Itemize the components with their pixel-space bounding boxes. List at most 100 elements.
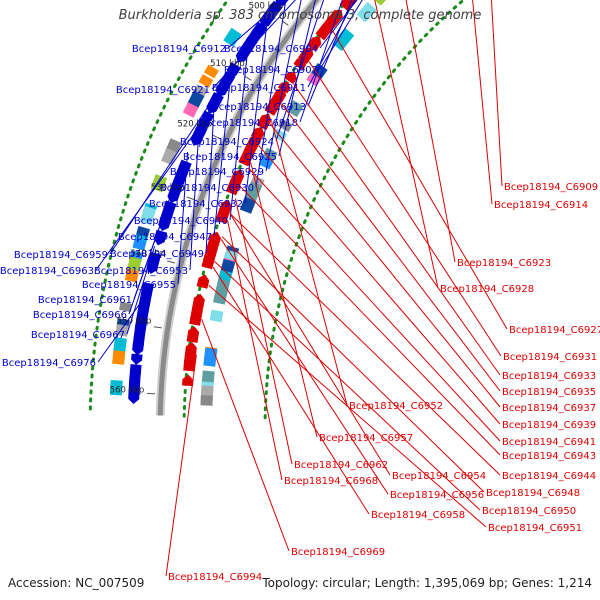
ruler-tick <box>281 20 289 26</box>
gene-label: Bcep18194_C6954 <box>392 471 486 482</box>
gene-callout: Bcep18194_C6949 <box>110 96 216 260</box>
gene-label: Bcep18194_C6921 <box>116 85 210 96</box>
gene-callout: Bcep18194_C6958 <box>212 266 465 521</box>
gene-label: Bcep18194_C6925 <box>183 152 277 163</box>
gene-label: Bcep18194_C6932 <box>149 199 243 210</box>
gene-callout: Bcep18194_C6963 <box>0 126 200 277</box>
gene-callout: Bcep18194_C6913 <box>212 0 353 113</box>
gene-callout: Bcep18194_C6918 <box>204 0 343 129</box>
gene-label: Bcep18194_C6931 <box>503 352 597 363</box>
gene-callout: Bcep18194_C6940 <box>134 39 250 227</box>
gene-label: Bcep18194_C6904 <box>224 44 318 55</box>
gene-label: Bcep18194_C6944 <box>502 471 596 482</box>
gene-callout: Bcep18194_C6939 <box>258 145 596 431</box>
gene-callout: Bcep18194_C6912 <box>132 0 285 55</box>
gene-callout: Bcep18194_C6966 <box>33 207 167 321</box>
gene-callout: Bcep18194_C6954 <box>229 213 486 482</box>
forward-cds-arrow <box>132 341 145 356</box>
backbone-line <box>157 0 320 416</box>
gene-label: Bcep18194_C6929 <box>170 167 264 178</box>
ruler-tick-label: 540 kbp <box>130 249 165 259</box>
gene-callout: Bcep18194_C6925 <box>183 0 316 163</box>
reverse-cds-arrow <box>256 113 272 131</box>
ruler-tick-label: 550 kbp <box>117 317 152 327</box>
gene-label: Bcep18194_C6976 <box>2 358 96 369</box>
reverse-cds-arrow <box>225 181 240 196</box>
gene-callout: Bcep18194_C6924 <box>180 0 325 148</box>
gene-label: Bcep18194_C6907 <box>224 65 318 76</box>
kbp-ruler: 450 kbp460 kbp470 kbp480 kbp490 kbp500 k… <box>110 2 289 395</box>
rna-feature-block <box>139 205 157 226</box>
gene-callout: Bcep18194_C6951 <box>208 284 582 534</box>
gene-callout: Bcep18194_C6930 <box>160 0 287 194</box>
map-title: Burkholderia sp. 383 chromosome 3, compl… <box>118 8 482 23</box>
rna-feature-block <box>124 268 140 283</box>
gene-label: Bcep18194_C6909 <box>504 182 598 193</box>
gene-callout: Bcep18194_C6943 <box>239 186 596 462</box>
forward-cds-arrow <box>215 80 231 97</box>
gene-callout: Bcep18194_C6931 <box>308 61 597 363</box>
forward-cds-arrow <box>190 134 203 146</box>
gene-callout: Bcep18194_C6937 <box>269 123 596 414</box>
gene-callout: Bcep18194_C6955 <box>82 152 189 291</box>
rna-feature-block <box>132 238 147 251</box>
rna-feature-block <box>209 309 224 323</box>
gene-callout: Bcep18194_C6923 <box>405 0 551 269</box>
gene-label: Bcep18194_C6959 <box>14 250 108 261</box>
ruler-tick-label: 560 kbp <box>110 385 145 395</box>
gene-label: Bcep18194_C6928 <box>440 284 534 295</box>
rna-feature-block <box>112 350 126 365</box>
gene-callout: Bcep18194_C6962 <box>234 198 388 471</box>
rna-feature-block <box>239 196 256 214</box>
gene-callout: Bcep18194_C6947 <box>118 66 232 243</box>
rna-feature-block <box>126 256 142 273</box>
rna-feature-block <box>332 33 350 52</box>
gene-label: Bcep18194_C6957 <box>319 433 413 444</box>
rna-feature-block <box>244 181 263 202</box>
gene-label: Bcep18194_C6937 <box>502 403 596 414</box>
rna-feature-block <box>201 370 215 385</box>
forward-cds-arrow <box>131 353 143 365</box>
gene-label: Bcep18194_C6962 <box>294 460 388 471</box>
reverse-cds-arrow <box>306 36 322 52</box>
gene-callout: Bcep18194_C6909 <box>490 0 598 193</box>
gene-callout: Bcep18194_C6944 <box>229 212 596 482</box>
gc-ring-inner <box>263 0 466 420</box>
rna-feature-block <box>356 1 377 23</box>
ruler-tick <box>153 326 162 329</box>
gene-label: Bcep18194_C6951 <box>488 523 582 534</box>
chromosome-backbone <box>155 0 323 416</box>
rna-feature-block <box>203 64 219 79</box>
ruler-tick-label: 530 kbp <box>151 183 186 193</box>
gene-label: Bcep18194_C6939 <box>502 420 596 431</box>
reverse-cds-arrow <box>238 155 251 167</box>
gene-label: Bcep18194_C6969 <box>291 547 385 558</box>
gc-ring-outer <box>88 0 230 416</box>
ruler-tick-label: 520 kbp <box>177 120 212 130</box>
gene-label: Bcep18194_C6930 <box>160 183 254 194</box>
rna-feature-block <box>372 0 390 6</box>
ruler-tick <box>244 75 252 81</box>
gene-callout: Bcep18194_C6967 <box>31 246 156 341</box>
gene-label: Bcep18194_C6963 <box>0 266 94 277</box>
gene-callout: Bcep18194_C6948 <box>221 236 580 499</box>
gene-label: Bcep18194_C6935 <box>502 387 596 398</box>
rna-feature-block <box>119 301 133 312</box>
gene-label: Bcep18194_C6961 <box>38 295 132 306</box>
forward-cds-arrow <box>146 261 159 274</box>
gene-label: Bcep18194_C6953 <box>94 266 188 277</box>
gene-label: Bcep18194_C6923 <box>457 258 551 269</box>
reverse-cds-arrow <box>181 374 194 387</box>
gene-callout: Bcep18194_C6976 <box>2 300 143 369</box>
reverse-cds-arrow <box>186 326 200 343</box>
gene-callout: Bcep18194_C6941 <box>247 167 596 448</box>
gene-label: Bcep18194_C6927 <box>509 325 600 336</box>
gene-callout: Bcep18194_C6933 <box>293 83 596 382</box>
rna-feature-block <box>223 27 242 47</box>
rna-feature-block <box>278 118 293 133</box>
gene-label: Bcep18194_C6955 <box>82 280 176 291</box>
reverse-cds-arrow <box>315 23 332 41</box>
gene-callout: Bcep18194_C6950 <box>214 261 576 517</box>
gene-callout: Bcep18194_C6959 <box>14 97 215 261</box>
